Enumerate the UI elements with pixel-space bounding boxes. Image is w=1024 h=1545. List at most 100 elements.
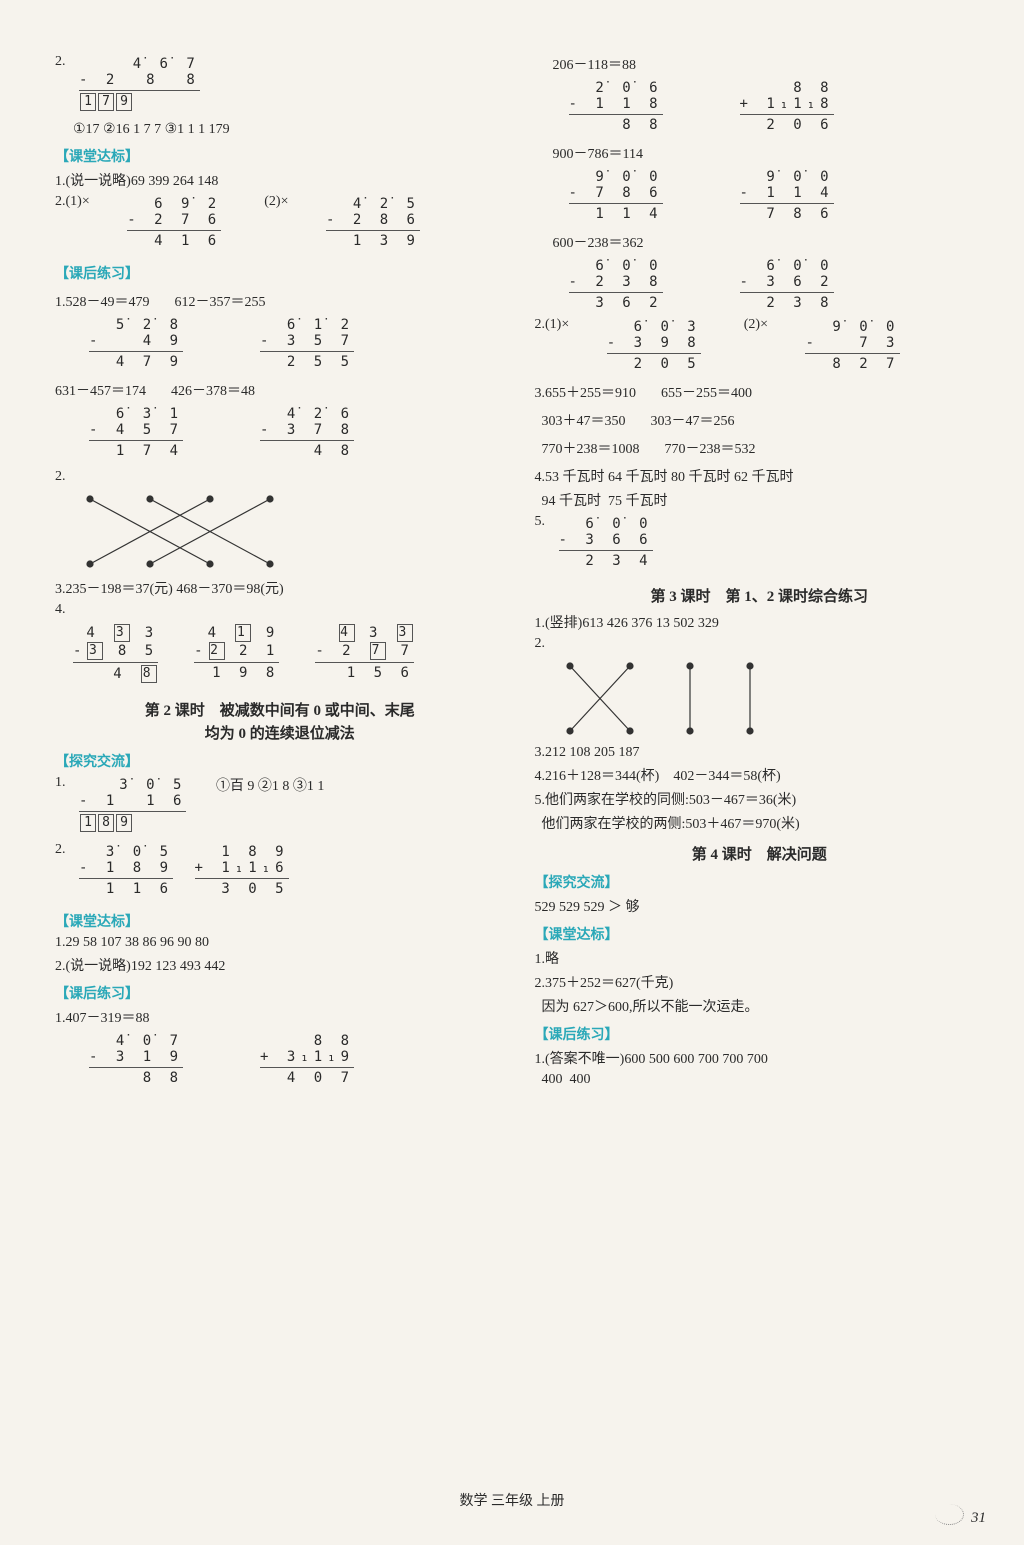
calc-row: 3 6 2 bbox=[569, 295, 663, 311]
rule bbox=[569, 203, 663, 204]
kh1-q4-calcs: 4 3 3 -3 8 5 4 8 4 1 9 -2 2 1 1 9 8 4 3 … bbox=[55, 622, 505, 689]
eq: 1.528－49＝479 bbox=[55, 291, 150, 311]
calc-row: 7 8 6 bbox=[740, 206, 834, 222]
r-l8: 4.53 千瓦时 64 千瓦时 80 千瓦时 62 千瓦时 bbox=[535, 466, 985, 486]
eq: 303＋47＝350 bbox=[535, 410, 626, 430]
calc-row: - 4 5 7 bbox=[89, 422, 183, 438]
calc-row: - 1 8 9 bbox=[79, 860, 173, 876]
match-diagram bbox=[70, 489, 280, 574]
calc-row: 8 8 bbox=[260, 1033, 354, 1049]
r-calcs2: 9̇ 0̇ 0 - 7 8 6 1 1 4 9̇ 0̇ 0 - 1 1 4 7 … bbox=[535, 167, 985, 228]
calc: 4̇ 2̇ 5 - 2 8 6 1 3 9 bbox=[326, 196, 420, 249]
rule bbox=[260, 351, 354, 352]
eq: 770＋238＝1008 bbox=[535, 438, 640, 458]
eq: 655－255＝400 bbox=[661, 382, 752, 402]
kt1-line1: 1.(说一说略)69 399 264 148 bbox=[55, 170, 505, 190]
box-digit: 9 bbox=[116, 93, 132, 111]
section-heading: 【课后练习】 bbox=[535, 1024, 985, 1044]
section-heading: 【课后练习】 bbox=[55, 983, 505, 1003]
r-l6: 303＋47＝350 303－47＝256 bbox=[535, 406, 985, 434]
calc-row: 4 1 9 bbox=[194, 624, 279, 642]
eq: 3.655＋255＝910 bbox=[535, 382, 637, 402]
calc: 6 9̇ 2 - 2 7 6 4 1 6 bbox=[127, 196, 221, 249]
left-column: 2. 4̇ 6̇ 7 - 2 8 8 179 ①17 ②16 1 7 7 ③1 … bbox=[55, 50, 505, 1092]
page-decor-icon bbox=[935, 1504, 964, 1525]
kt2-l1: 1.29 58 107 38 86 96 90 80 bbox=[55, 935, 505, 951]
r-l4-1: 2.(1)× 6̇ 0̇ 3 - 3 9 8 2 0 5 bbox=[535, 317, 719, 378]
calc: 6̇ 1̇ 2 - 3 5 7 2 5 5 bbox=[260, 317, 354, 370]
calc: 6̇ 0̇ 0 - 2 3 8 3 6 2 bbox=[569, 258, 663, 311]
calc-row: 4 7 9 bbox=[89, 354, 183, 370]
calc: 9̇ 0̇ 0 - 1 1 4 7 8 6 bbox=[740, 169, 834, 222]
tj2-l1: 1. 3̇ 0̇ 5 - 1 1 6 189 ①百 9 ②1 8 ③1 1 bbox=[55, 775, 505, 838]
eq: 631－457＝174 bbox=[55, 380, 146, 400]
calc: 6̇ 0̇ 3 - 3 9 8 2 0 5 bbox=[607, 319, 701, 372]
calc-row: 1 9 8 bbox=[194, 665, 279, 681]
r-l10: 5. 6̇ 0̇ 0 - 3 6 6 2 3 4 bbox=[535, 514, 985, 575]
r-l2: 900－786＝114 bbox=[553, 143, 985, 163]
tj4-l1: 529 529 529 ＞ 够 bbox=[535, 896, 985, 916]
match-diagram bbox=[550, 656, 760, 741]
calc-row: 1 1 6 bbox=[79, 881, 173, 897]
calc: 9̇ 0̇ 0 - 7 3 8 2 7 bbox=[805, 319, 899, 372]
lesson-2-title-b: 均为 0 的连续退位减法 bbox=[55, 722, 505, 743]
calc-row: - 3 6 2 bbox=[740, 274, 834, 290]
rule bbox=[127, 230, 221, 231]
kt1-2-2: (2)× 4̇ 2̇ 5 - 2 8 6 1 3 9 bbox=[264, 194, 438, 255]
box-digit: 8 bbox=[98, 814, 114, 832]
r-l4-2: (2)× 9̇ 0̇ 0 - 7 3 8 2 7 bbox=[744, 317, 918, 378]
kh2-l1: 1.407－319＝88 bbox=[55, 1007, 505, 1027]
calc-row: - 3 1 9 bbox=[89, 1049, 183, 1065]
calc: 6̇ 0̇ 0 - 3 6 6 2 3 4 bbox=[559, 516, 653, 569]
calc-row: 8 8 bbox=[89, 1070, 183, 1086]
calc-row: 4̇ 0̇ 7 bbox=[89, 1033, 183, 1049]
rule bbox=[607, 353, 701, 354]
columns: 2. 4̇ 6̇ 7 - 2 8 8 179 ①17 ②16 1 7 7 ③1 … bbox=[55, 50, 984, 1092]
lesson-2-title-a: 第 2 课时 被减数中间有 0 或中间、末尾 bbox=[55, 699, 505, 720]
calc-row: 1 3 9 bbox=[326, 233, 420, 249]
t3-l5: 5.他们两家在学校的同侧:503－467＝36(米) bbox=[535, 789, 985, 809]
calc-row: -2 2 1 bbox=[194, 642, 279, 660]
box-digit: 9 bbox=[116, 814, 132, 832]
calc-row: 1 7 4 bbox=[89, 443, 183, 459]
rule bbox=[260, 440, 354, 441]
calc-row: 2 5 5 bbox=[260, 354, 354, 370]
r-calcs3: 6̇ 0̇ 0 - 2 3 8 3 6 2 6̇ 0̇ 0 - 3 6 2 2 … bbox=[535, 256, 985, 317]
calc: 6̇ 0̇ 0 - 3 6 2 2 3 8 bbox=[740, 258, 834, 311]
calc-row: - 1 1 8 bbox=[569, 96, 663, 112]
calc-row: - 1 1 4 bbox=[740, 185, 834, 201]
box-calc: 4 3 3 -3 8 5 4 8 bbox=[73, 624, 158, 683]
calc-row: + 1₁1₁6 bbox=[195, 860, 289, 876]
calc-row: 4̇ 6̇ 7 bbox=[79, 56, 200, 72]
calc: 9̇ 0̇ 0 - 7 8 6 1 1 4 bbox=[569, 169, 663, 222]
calc-row: 6̇ 0̇ 3 bbox=[607, 319, 701, 335]
calc-row: 2 0 6 bbox=[740, 117, 834, 133]
kh1-calc1: 5̇ 2̇ 8 - 4 9 4 7 9 6̇ 1̇ 2 - 3 5 7 2 5 … bbox=[55, 315, 505, 376]
r-l9: 94 千瓦时 75 千瓦时 bbox=[535, 490, 985, 510]
calc-row: 9̇ 0̇ 0 bbox=[569, 169, 663, 185]
tj2-l2: 2. 3̇ 0̇ 5 - 1 8 9 1 1 6 1 8 9 + 1₁1₁6 3… bbox=[55, 842, 505, 903]
tj2-opts: ①百 9 ②1 8 ③1 1 bbox=[216, 779, 325, 794]
calc-row: - 2 7 7 bbox=[315, 642, 414, 660]
rule bbox=[740, 292, 834, 293]
eq: 303－47＝256 bbox=[651, 410, 735, 430]
calc-row: 2 0 5 bbox=[607, 356, 701, 372]
calc-row: 9̇ 0̇ 0 bbox=[805, 319, 899, 335]
q2-circles: ①17 ②16 1 7 7 ③1 1 1 179 bbox=[73, 121, 505, 138]
calc-row: 6 9̇ 2 bbox=[127, 196, 221, 212]
eq: 770－238＝532 bbox=[665, 438, 756, 458]
calc-row: 4 8 bbox=[260, 443, 354, 459]
box-row: 189 bbox=[79, 814, 186, 832]
box-calc: 4 3 3 - 2 7 7 1 5 6 bbox=[315, 624, 414, 683]
rule bbox=[315, 662, 414, 663]
calc-row: 8 8 bbox=[569, 117, 663, 133]
calc-row: - 7 3 bbox=[805, 335, 899, 351]
calc-row: -3 8 5 bbox=[73, 642, 158, 660]
calc-row: 1 8 9 bbox=[195, 844, 289, 860]
t3-l1: 1.(竖排)613 426 376 13 502 329 bbox=[535, 612, 985, 632]
kt4-l2: 2.375＋252＝627(千克) bbox=[535, 972, 985, 992]
rule bbox=[195, 878, 289, 879]
r-l7: 770＋238＝1008 770－238＝532 bbox=[535, 434, 985, 462]
calc-row: 4 8 bbox=[73, 665, 158, 683]
section-heading: 【课堂达标】 bbox=[55, 146, 505, 166]
